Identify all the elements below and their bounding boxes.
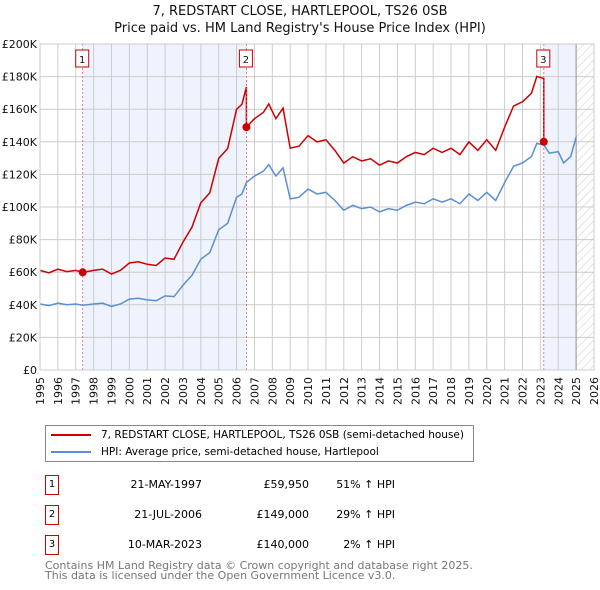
x-tick-label: 2024: [552, 377, 565, 405]
x-tick-label: 2016: [409, 377, 422, 405]
x-tick-label: 1996: [52, 377, 65, 405]
x-tick-label: 2021: [499, 377, 512, 405]
x-tick-label: 1999: [105, 377, 118, 405]
x-tick-label: 2022: [517, 377, 530, 405]
sale-point: [78, 268, 87, 277]
x-tick-label: 2015: [391, 377, 404, 405]
x-tick-label: 2001: [141, 377, 154, 405]
y-tick-label: £0: [23, 364, 37, 377]
x-tick-label: 2014: [374, 377, 387, 405]
plot-border: [39, 43, 595, 371]
x-tick-label: 2018: [445, 377, 458, 405]
sale-number: 3: [45, 535, 59, 555]
x-tick-label: 2002: [159, 377, 172, 405]
y-tick-label: £160K: [2, 103, 38, 116]
sale-point: [242, 123, 251, 132]
sale-price: £149,000: [256, 508, 310, 521]
sale-row: 2 21-JUL-2006 £149,000 29% ↑ HPI: [45, 505, 445, 525]
x-tick-label: 2008: [266, 377, 279, 405]
x-tick-label: 2020: [481, 377, 494, 405]
footer-line-1: Contains HM Land Registry data © Crown c…: [45, 559, 473, 572]
sale-number: 1: [45, 475, 59, 495]
sale-number: 2: [45, 505, 59, 525]
y-tick-label: £200K: [2, 38, 38, 51]
x-tick-label: 2012: [338, 377, 351, 405]
x-tick-label: 2026: [588, 377, 600, 405]
x-tick-label: 2003: [177, 377, 190, 405]
x-tick-label: 2004: [195, 377, 208, 405]
sale-price: £140,000: [256, 538, 310, 551]
footer-line-2: This data is licensed under the Open Gov…: [45, 569, 396, 582]
y-tick-label: £180K: [2, 71, 38, 84]
sale-row: 3 10-MAR-2023 £140,000 2% ↑ HPI: [45, 535, 445, 555]
sale-row: 1 21-MAY-1997 £59,950 51% ↑ HPI: [45, 475, 445, 495]
chart-title: 7, REDSTART CLOSE, HARTLEPOOL, TS26 0SB: [152, 4, 448, 19]
sale-label: 1: [79, 55, 85, 66]
x-tick-label: 2009: [284, 377, 297, 405]
x-tick-label: 2013: [356, 377, 369, 405]
legend: 7, REDSTART CLOSE, HARTLEPOOL, TS26 0SB …: [45, 425, 474, 462]
x-tick-label: 2010: [302, 377, 315, 405]
sale-point: [539, 137, 548, 146]
plot-area: 1 2 3 1995 1996 1997 1998 1999 2000 2001 2002 2003 2…: [2, 38, 600, 405]
y-tick-label: £20K: [9, 331, 38, 344]
legend-label: 7, REDSTART CLOSE, HARTLEPOOL, TS26 0SB …: [101, 429, 464, 441]
legend-swatch-red: [51, 434, 91, 436]
sale-date: 10-MAR-2023: [127, 538, 202, 551]
x-tick-label: 2007: [248, 377, 261, 405]
property-price-line: [39, 75, 545, 275]
legend-item-property: 7, REDSTART CLOSE, HARTLEPOOL, TS26 0SB …: [51, 429, 464, 441]
sale-label-box: [536, 49, 551, 68]
x-tick-label: 1995: [34, 377, 47, 405]
legend-label: HPI: Average price, semi-detached house,…: [101, 446, 379, 458]
y-tick-label: £120K: [2, 168, 38, 181]
x-tick-label: 2017: [427, 377, 440, 405]
x-tick-label: 2011: [320, 377, 333, 405]
y-tick-label: £140K: [2, 136, 38, 149]
sale-label: 2: [243, 55, 249, 66]
x-tick-label: 2023: [534, 377, 547, 405]
y-tick-label: £80K: [9, 234, 38, 247]
x-tick-label: 1997: [70, 377, 83, 405]
x-tick-label: 2006: [231, 377, 244, 405]
x-tick-label: 2005: [213, 377, 226, 405]
legend-item-hpi: HPI: Average price, semi-detached house,…: [51, 446, 379, 458]
sale-date: 21-JUL-2006: [134, 508, 202, 521]
x-tick-label: 2025: [570, 377, 583, 405]
y-tick-label: £60K: [9, 266, 38, 279]
y-tick-label: £100K: [2, 201, 38, 214]
sale-hpi-diff: 2% ↑ HPI: [343, 538, 395, 551]
y-tick-label: £40K: [9, 299, 38, 312]
legend-swatch-blue: [51, 451, 91, 453]
sale-hpi-diff: 29% ↑ HPI: [336, 508, 395, 521]
x-tick-label: 2000: [123, 377, 136, 405]
hpi-line: [39, 136, 577, 308]
x-tick-label: 1998: [88, 377, 101, 405]
sale-label: 3: [540, 55, 546, 66]
sale-hpi-diff: 51% ↑ HPI: [336, 478, 395, 491]
sale-date: 21-MAY-1997: [130, 478, 202, 491]
sale-label-box: [238, 49, 253, 68]
chart-subtitle: Price paid vs. HM Land Registry's House …: [114, 21, 486, 36]
sale-label-box: [75, 49, 90, 68]
sale-price: £59,950: [263, 478, 310, 491]
x-tick-label: 2019: [463, 377, 476, 405]
